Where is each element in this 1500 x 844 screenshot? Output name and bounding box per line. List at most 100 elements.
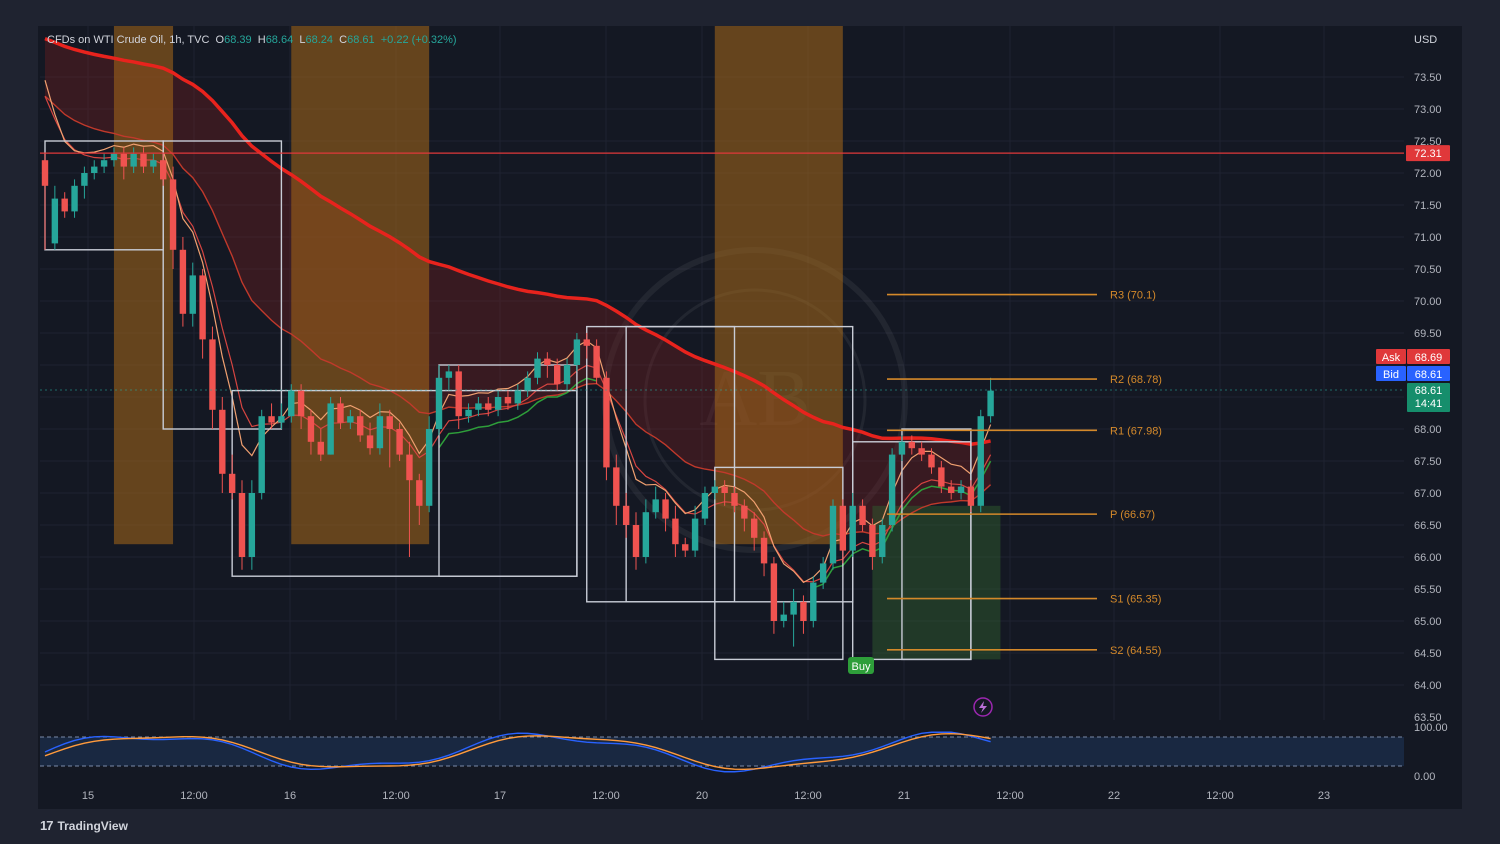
candle-body: [228, 473, 236, 493]
time-tick-label: 12:00: [180, 790, 208, 802]
high-value: 68.64: [265, 34, 294, 46]
candle-body: [396, 429, 403, 455]
price-tick-label: 73.00: [1414, 104, 1442, 116]
candle-body: [888, 454, 896, 525]
osc-tick-label: 100.00: [1414, 722, 1448, 734]
candle-body: [760, 537, 768, 564]
price-tick-label: 65.50: [1414, 584, 1442, 596]
ask-label: Ask: [1382, 352, 1401, 364]
price-tick-label: 67.00: [1414, 488, 1442, 500]
symbol-header: CFDs on WTI Crude Oil, 1h, TVC O68.39 H6…: [47, 34, 457, 46]
time-tick-label: 12:00: [996, 790, 1024, 802]
time-tick-label: 15: [82, 790, 94, 802]
ask-label-bg: [1376, 349, 1406, 364]
pivot-label: R1 (67.98): [1110, 425, 1162, 437]
price-axis: 73.50 73.00 72.50 72.00 71.50 71.00 70.50 70.00…: [1414, 72, 1442, 724]
range-box: [901, 428, 972, 661]
close-label: C: [339, 34, 348, 46]
candle-body: [800, 601, 807, 621]
candle-body: [701, 493, 709, 519]
time-tick-label: 16: [284, 790, 296, 802]
last-price-badge-bg: [1407, 383, 1450, 412]
osc-k-line: [44, 731, 991, 773]
open-value: 68.39: [224, 34, 252, 46]
candle-body: [810, 582, 817, 621]
candle-body: [150, 160, 157, 167]
candle-body: [485, 403, 492, 410]
last-price-badge-countdown: 14:41: [1415, 398, 1443, 410]
candle-body: [347, 416, 354, 423]
bid-label-bg: [1376, 366, 1406, 381]
candle-body: [849, 505, 856, 551]
candle-body: [938, 467, 945, 487]
candle-body: [819, 563, 827, 583]
ema-slow-line: [44, 36, 991, 446]
candle-body: [337, 403, 344, 423]
candle-body: [209, 339, 216, 410]
candle-body: [573, 339, 581, 365]
price-tick-label: 72.00: [1414, 168, 1442, 180]
tradingview-logo[interactable]: 17 TradingView: [40, 818, 128, 833]
candle-body: [859, 505, 866, 525]
time-tick-label: 17: [494, 790, 506, 802]
candle-body: [987, 390, 994, 417]
pivot-label: P (66.67): [1110, 509, 1155, 521]
candle-body: [662, 499, 669, 519]
candle-body: [268, 416, 275, 423]
candle-body: [869, 525, 876, 557]
ask-value: 68.69: [1415, 352, 1443, 364]
price-tick-label: 70.50: [1414, 264, 1442, 276]
candle-body: [790, 601, 797, 615]
candle-body: [928, 454, 935, 468]
price-tick-label: 66.00: [1414, 552, 1442, 564]
price-tick-label: 64.00: [1414, 680, 1442, 692]
alert-icon[interactable]: [973, 697, 993, 717]
price-tick-label: 73.50: [1414, 72, 1442, 84]
oscillator-pane: 100.00 0.00: [40, 722, 1448, 783]
candle-body: [829, 505, 837, 564]
price-tick-label: 63.50: [1414, 712, 1442, 724]
candle-body: [731, 493, 738, 506]
candle-body: [288, 390, 295, 417]
range-box: [625, 325, 736, 603]
candle-body: [71, 185, 78, 212]
change-value: +0.22 (+0.32%): [380, 34, 457, 46]
candle-body: [455, 371, 462, 417]
osc-d-line: [44, 733, 991, 771]
candle-body: [751, 518, 758, 538]
candle-body: [238, 493, 246, 557]
candle-body: [199, 275, 206, 340]
candle-body: [918, 448, 925, 455]
oscillator-band: [40, 737, 1404, 766]
candle-body: [524, 377, 531, 391]
time-tick-label: 20: [696, 790, 708, 802]
pivot-label: R3 (70.1): [1110, 290, 1156, 302]
candle-body: [366, 435, 374, 449]
candle-body: [61, 198, 68, 212]
candle-body: [248, 493, 256, 557]
price-tick-label: 66.50: [1414, 520, 1442, 532]
candle-body: [534, 358, 541, 378]
horizontal-line: [40, 152, 1404, 391]
candle-body: [780, 614, 787, 621]
candle-body: [622, 505, 630, 525]
candle-body: [691, 518, 699, 551]
candle-body: [593, 345, 600, 378]
candle-body: [406, 454, 413, 481]
candle-body: [120, 153, 127, 167]
candle-body: [91, 166, 98, 173]
candle-body: [110, 153, 118, 161]
candle-body: [682, 544, 689, 551]
candle-body: [219, 409, 226, 474]
candle-body: [741, 505, 748, 519]
pivot-label: R2 (68.78): [1110, 374, 1162, 386]
candle-body: [307, 416, 315, 442]
candle-body: [317, 441, 324, 455]
trend-fill: [113, 26, 174, 545]
open-label: O: [215, 34, 225, 46]
candle-body: [908, 441, 915, 449]
candle-body: [642, 512, 650, 557]
candle-body: [839, 505, 847, 551]
candle-body: [583, 339, 590, 346]
